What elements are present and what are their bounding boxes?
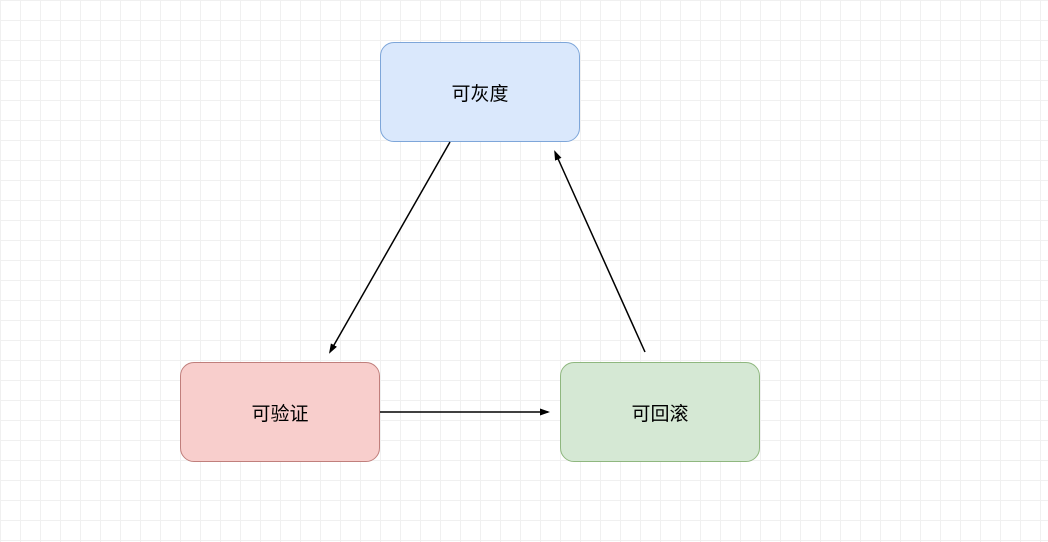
node-verifiable[interactable]: 可验证 [180,362,380,462]
node-verifiable-label: 可验证 [251,399,308,426]
node-rollback-label: 可回滚 [631,399,688,426]
node-gray-release-label: 可灰度 [451,79,508,106]
edge-rollback-to-gray [555,152,645,352]
edge-gray-to-verify [330,142,450,352]
node-rollback[interactable]: 可回滚 [560,362,760,462]
diagram-canvas: 可灰度 可验证 可回滚 [0,0,1048,542]
node-gray-release[interactable]: 可灰度 [380,42,580,142]
